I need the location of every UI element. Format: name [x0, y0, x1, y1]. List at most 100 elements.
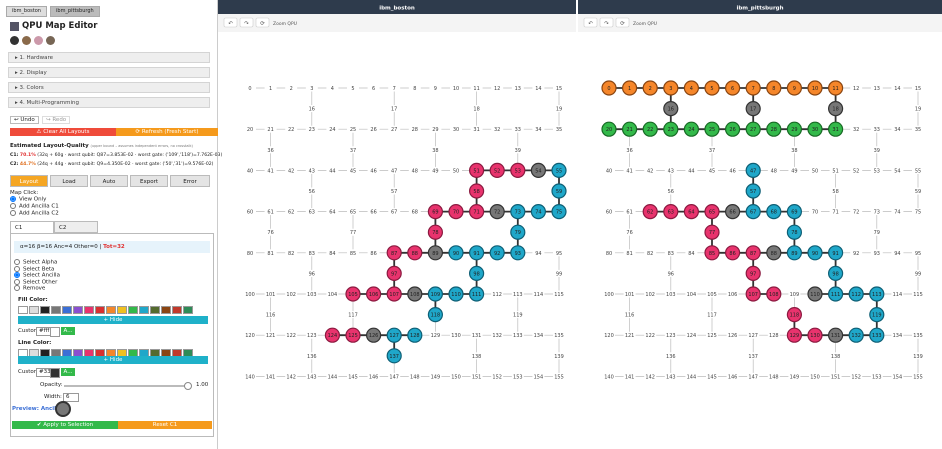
qubit-label[interactable]: 46: [370, 168, 376, 174]
qubit[interactable]: [345, 286, 361, 302]
qubit-label[interactable]: 84: [688, 251, 694, 257]
qubit-label[interactable]: 155: [913, 374, 923, 380]
qubit-label[interactable]: 0: [248, 86, 251, 92]
qubit-label[interactable]: 152: [492, 374, 502, 380]
qubit-label[interactable]: 134: [893, 333, 903, 339]
hide-button[interactable]: + Hide: [18, 356, 208, 364]
radio-row[interactable]: Add Ancilla C1: [10, 203, 59, 210]
qubit-label[interactable]: 134: [534, 333, 544, 339]
qubit[interactable]: [807, 245, 823, 261]
qubit-label[interactable]: 146: [728, 374, 738, 380]
qubit[interactable]: [530, 162, 546, 178]
qubit-label[interactable]: 9: [434, 86, 437, 92]
radio-row[interactable]: Select Other: [14, 278, 57, 285]
layout-button[interactable]: Layout: [10, 175, 48, 187]
qubit-label[interactable]: 19: [915, 107, 921, 113]
qubit[interactable]: [807, 80, 823, 96]
swatch[interactable]: [62, 306, 72, 314]
qubit-label[interactable]: 129: [431, 333, 441, 339]
qubit[interactable]: [407, 245, 423, 261]
qubit[interactable]: [786, 204, 803, 220]
qubit-label[interactable]: 126: [728, 333, 738, 339]
tab[interactable]: ibm_pittsburgh: [50, 6, 100, 17]
qubit-label[interactable]: 14: [535, 86, 541, 92]
qubit-label[interactable]: 94: [894, 251, 900, 257]
qubit-label[interactable]: 8: [413, 86, 416, 92]
qubit-label[interactable]: 14: [894, 86, 900, 92]
qubit-label[interactable]: 151: [472, 374, 482, 380]
qubit-label[interactable]: 35: [915, 127, 921, 133]
qubit-label[interactable]: 101: [266, 292, 276, 298]
qubit-label[interactable]: 137: [748, 354, 758, 360]
qubit[interactable]: [704, 224, 720, 240]
qubit[interactable]: [745, 286, 761, 302]
qubit[interactable]: [386, 265, 402, 281]
qubit-label[interactable]: 61: [626, 210, 632, 216]
qubit[interactable]: [510, 245, 526, 261]
qubit-label[interactable]: 143: [307, 374, 317, 380]
section[interactable]: ▸ 4. Multi-Programming: [8, 97, 210, 108]
tool-button[interactable]: [223, 17, 238, 28]
qubit-label[interactable]: 145: [707, 374, 717, 380]
qubit-label[interactable]: 83: [309, 251, 315, 257]
qubit-label[interactable]: 81: [626, 251, 632, 257]
qubit-label[interactable]: 37: [709, 148, 715, 154]
qubit-label[interactable]: 95: [556, 251, 562, 257]
qubit-label[interactable]: 101: [625, 292, 635, 298]
qubit-label[interactable]: 151: [831, 374, 841, 380]
qubit-label[interactable]: 73: [874, 210, 880, 216]
qubit-label[interactable]: 146: [369, 374, 379, 380]
qubit[interactable]: [642, 121, 658, 137]
qubit[interactable]: [745, 80, 761, 96]
qubit-label[interactable]: 54: [894, 168, 900, 174]
qubit[interactable]: [786, 80, 803, 96]
qubit-label[interactable]: 154: [534, 374, 544, 380]
refresh-button[interactable]: ⟳ Refresh (Fresh Start): [116, 128, 218, 136]
qubit[interactable]: [469, 245, 485, 261]
qubit-label[interactable]: 96: [668, 271, 674, 277]
qubit-label[interactable]: 71: [832, 210, 838, 216]
qubit-label[interactable]: 122: [286, 333, 296, 339]
qubit[interactable]: [510, 162, 526, 178]
qubit[interactable]: [745, 100, 761, 117]
swatch[interactable]: [18, 306, 28, 314]
qubit[interactable]: [827, 121, 844, 137]
qubit-label[interactable]: 43: [668, 168, 674, 174]
qubit[interactable]: [786, 327, 803, 343]
qubit-label[interactable]: 31: [473, 127, 479, 133]
qubit-label[interactable]: 40: [247, 168, 253, 174]
qubit-label[interactable]: 29: [432, 127, 438, 133]
qubit-label[interactable]: 103: [666, 292, 676, 298]
qubit-label[interactable]: 113: [513, 292, 523, 298]
qubit[interactable]: [622, 121, 638, 137]
qubit[interactable]: [448, 245, 464, 261]
qubit-label[interactable]: 123: [307, 333, 317, 339]
qubit-label[interactable]: 100: [245, 292, 255, 298]
qubit-label[interactable]: 47: [391, 168, 397, 174]
apply-small[interactable]: A...: [61, 368, 75, 376]
qubit-label[interactable]: 7: [393, 86, 396, 92]
qubit-label[interactable]: 5: [351, 86, 354, 92]
reset-button[interactable]: Reset C1: [118, 421, 212, 429]
qubit-label[interactable]: 100: [604, 292, 614, 298]
qubit-label[interactable]: 128: [769, 333, 779, 339]
qubit-label[interactable]: 25: [350, 127, 356, 133]
circuit-tab[interactable]: C2: [54, 221, 98, 233]
qubit-label[interactable]: 150: [810, 374, 820, 380]
qubit-label[interactable]: 11: [473, 86, 479, 92]
qubit[interactable]: [869, 286, 885, 302]
qubit[interactable]: [807, 327, 823, 343]
qubit-label[interactable]: 61: [267, 210, 273, 216]
qubit-label[interactable]: 48: [771, 168, 777, 174]
qubit-label[interactable]: 64: [329, 210, 335, 216]
qubit[interactable]: [489, 245, 505, 261]
qubit-label[interactable]: 16: [309, 107, 315, 113]
export-button[interactable]: Export: [130, 175, 168, 187]
qubit-label[interactable]: 34: [894, 127, 900, 133]
qubit-label[interactable]: 3: [310, 86, 313, 92]
qubit-label[interactable]: 152: [851, 374, 861, 380]
qubit-label[interactable]: 124: [687, 333, 697, 339]
qubit-label[interactable]: 51: [832, 168, 838, 174]
qubit-label[interactable]: 86: [370, 251, 376, 257]
qubit[interactable]: [366, 327, 382, 343]
